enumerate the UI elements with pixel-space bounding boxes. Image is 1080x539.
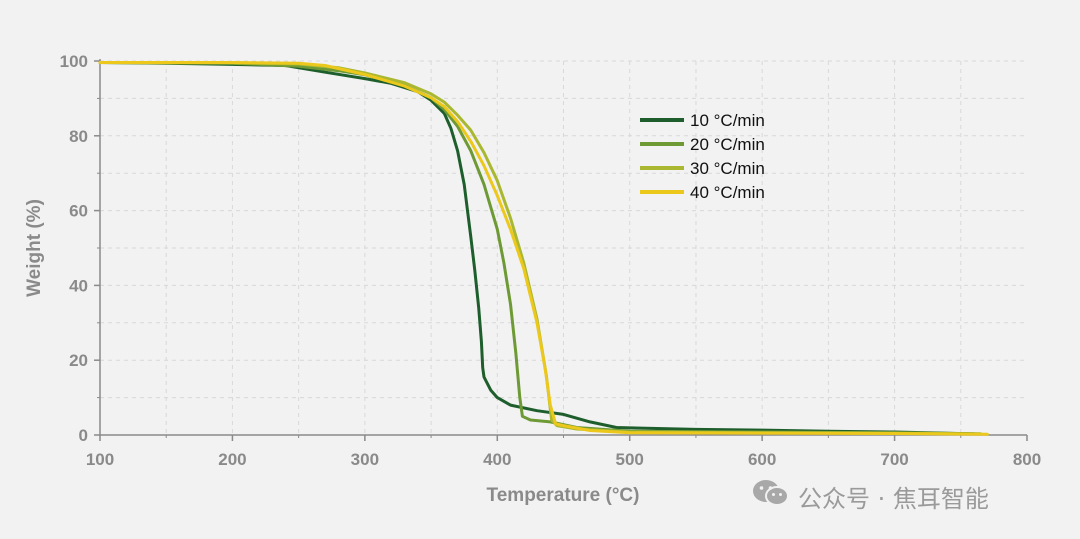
y-axis-ticks: 0 20 40 60 80 100 — [60, 52, 100, 445]
x-tick-label: 700 — [880, 450, 908, 469]
x-tick-label: 100 — [86, 450, 114, 469]
watermark: 公众号 · 焦耳智能 — [752, 478, 989, 514]
x-axis-ticks: 100 200 300 400 500 600 700 800 — [86, 435, 1041, 469]
y-tick-label: 0 — [79, 426, 88, 445]
y-tick-label: 100 — [60, 52, 88, 71]
x-tick-label: 600 — [748, 450, 776, 469]
y-tick-label: 60 — [69, 202, 88, 221]
legend-label-1: 10 °C/min — [690, 111, 765, 130]
y-tick-label: 20 — [69, 351, 88, 370]
x-axis-title: Temperature (°C) — [487, 485, 640, 506]
y-axis-title: Weight (%) — [24, 199, 45, 297]
y-tick-label: 80 — [69, 127, 88, 146]
legend-label-4: 40 °C/min — [690, 183, 765, 202]
series-line-1 — [98, 61, 976, 436]
wechat-icon — [752, 478, 790, 514]
grid-lines — [100, 60, 1027, 435]
legend: 10 °C/min 20 °C/min 30 °C/min 40 °C/min — [640, 111, 765, 202]
watermark-text: 公众号 · 焦耳智能 — [798, 484, 989, 513]
x-tick-label: 400 — [483, 450, 511, 469]
y-tick-label: 40 — [69, 276, 88, 295]
legend-label-2: 20 °C/min — [690, 135, 765, 154]
series-line-4 — [98, 61, 989, 436]
x-tick-label: 500 — [616, 450, 644, 469]
series-lines — [98, 61, 989, 436]
x-tick-label: 300 — [351, 450, 379, 469]
x-tick-label: 800 — [1013, 450, 1041, 469]
legend-label-3: 30 °C/min — [690, 159, 765, 178]
x-tick-label: 200 — [218, 450, 246, 469]
